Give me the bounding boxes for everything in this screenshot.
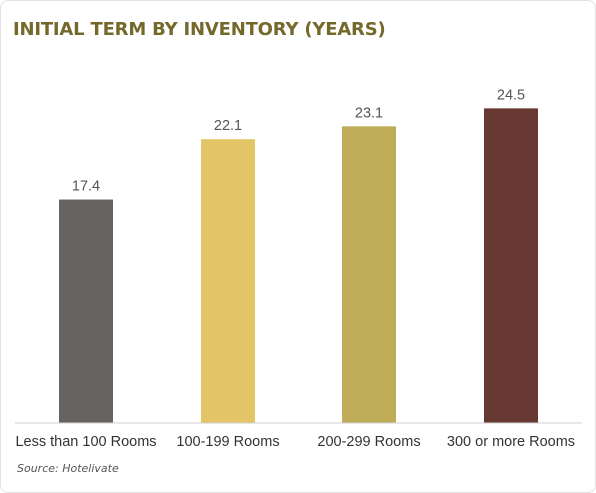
- bar-1: [59, 199, 113, 423]
- x-tick-label-4: 300 or more Rooms: [447, 434, 575, 450]
- value-label-4: 24.5: [497, 87, 525, 103]
- x-tick-labels-group: Less than 100 Rooms 100-199 Rooms 200-299 …: [15, 434, 575, 450]
- value-labels-group: 17.4 22.1 23.1 24.5: [72, 87, 525, 194]
- x-tick-label-2: 100-199 Rooms: [176, 434, 279, 450]
- value-label-3: 23.1: [355, 105, 383, 121]
- x-tick-label-1: Less than 100 Rooms: [15, 434, 156, 450]
- bar-2: [201, 139, 255, 424]
- value-label-1: 17.4: [72, 179, 100, 195]
- value-label-2: 22.1: [214, 118, 242, 134]
- source-note: Source: Hotelivate: [17, 462, 119, 475]
- x-tick-label-3: 200-299 Rooms: [317, 434, 420, 450]
- chart-title: INITIAL TERM BY INVENTORY (YEARS): [13, 19, 386, 40]
- bar-3: [342, 126, 396, 424]
- bars-group: [59, 108, 538, 424]
- bar-4: [484, 108, 538, 424]
